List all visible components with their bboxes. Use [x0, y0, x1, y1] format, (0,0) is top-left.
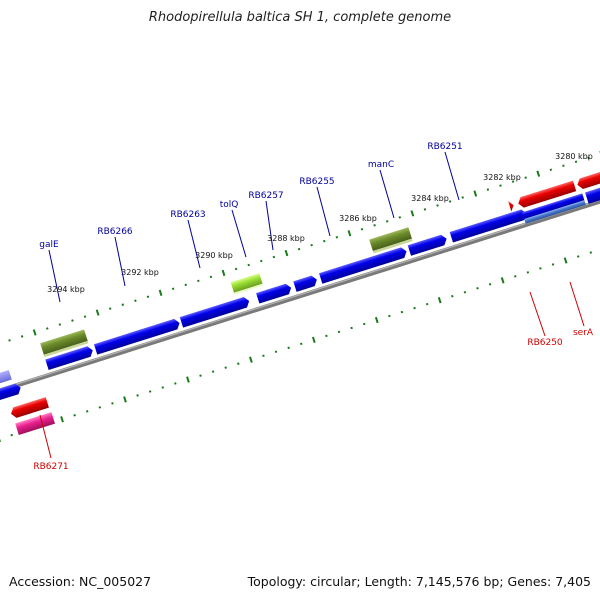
gene-arrow-fwd-8[interactable] [319, 246, 408, 284]
label-pointer-line [379, 169, 395, 219]
gene-manC[interactable] [369, 227, 412, 252]
gene-label-top[interactable]: RB6255 [299, 177, 334, 187]
gene-label-bottom[interactable]: RB6271 [33, 462, 68, 472]
ruler-label: 3288 kbp [267, 234, 305, 243]
forward-genes [0, 208, 529, 401]
ruler-label: 3282 kbp [483, 173, 521, 182]
gene-arrow-fwd-5[interactable] [179, 296, 251, 328]
ruler-label: 3284 kbp [411, 194, 449, 203]
label-pointer-line [569, 281, 585, 327]
gene-steel-1[interactable] [524, 200, 586, 224]
gene-arrow-fwd-9[interactable] [407, 234, 449, 256]
ruler-label: 3280 kbp [555, 152, 593, 161]
ruler-top [8, 150, 600, 342]
gene-arrow-rev-3[interactable] [576, 170, 600, 190]
label-pointer-line [265, 200, 274, 251]
gene-label-bottom[interactable]: RB6250 [527, 338, 563, 348]
gene-arrow-rev-left[interactable] [9, 397, 49, 419]
label-pointer-line [187, 219, 201, 269]
gene-arrow-fwd-6[interactable] [256, 283, 293, 304]
label-pointer-line [48, 249, 61, 303]
gene-arrow-fwd-3[interactable] [45, 345, 94, 371]
label-pointer-line [231, 209, 247, 258]
gene-label-top[interactable]: galE [39, 240, 59, 250]
gene-label-top[interactable]: RB6257 [248, 191, 283, 201]
label-pointer-line [114, 236, 126, 287]
gene-arrow-fwd-7[interactable] [293, 274, 318, 292]
topology-info: Topology: circular; Length: 7,145,576 bp… [247, 574, 591, 589]
genome-backbone-highlight [0, 192, 600, 398]
gene-arrow-fwd-2[interactable] [0, 383, 22, 401]
ruler-label: 3294 kbp [47, 285, 85, 294]
gene-label-top[interactable]: manC [368, 160, 394, 170]
gene-label-top[interactable]: tolQ [220, 200, 239, 210]
gene-RB6271[interactable] [15, 412, 56, 435]
map-title: Rhodopirellula baltica SH 1, complete ge… [148, 10, 452, 25]
genome-backbone [0, 191, 600, 401]
ruler-label: 3292 kbp [121, 268, 159, 277]
gene-labels: 3280 kbp 3282 kbp 3284 kbp 3286 kbp 3288 kbp… [33, 142, 594, 472]
label-pointer-line [444, 151, 460, 201]
gene-arrow-rev-2[interactable] [517, 180, 577, 209]
left-bottom-genes [9, 397, 56, 435]
gene-arrow-rev-1[interactable] [508, 200, 515, 212]
gene-arrow-fwd-1[interactable] [0, 369, 12, 386]
gene-label-bottom[interactable]: serA [573, 328, 594, 338]
gene-arrow-fwd-4[interactable] [93, 318, 181, 355]
label-pointer-line [39, 414, 52, 459]
ruler-bottom [0, 251, 593, 443]
gene-tolQ[interactable] [230, 273, 263, 293]
gene-arrow-fwd-10[interactable] [449, 208, 529, 243]
accession-info: Accession: NC_005027 [9, 574, 152, 589]
label-pointer-line [529, 291, 546, 337]
gene-label-top[interactable]: RB6266 [97, 227, 133, 237]
gene-galE[interactable] [40, 329, 88, 355]
gene-serA[interactable] [522, 193, 585, 220]
gene-label-top[interactable]: RB6263 [170, 210, 205, 220]
ruler-label: 3286 kbp [339, 214, 377, 223]
gene-label-top[interactable]: RB6251 [427, 142, 462, 152]
label-pointer-line [316, 186, 331, 237]
ruler-label: 3290 kbp [195, 251, 233, 260]
feature-genes-top [40, 227, 413, 358]
